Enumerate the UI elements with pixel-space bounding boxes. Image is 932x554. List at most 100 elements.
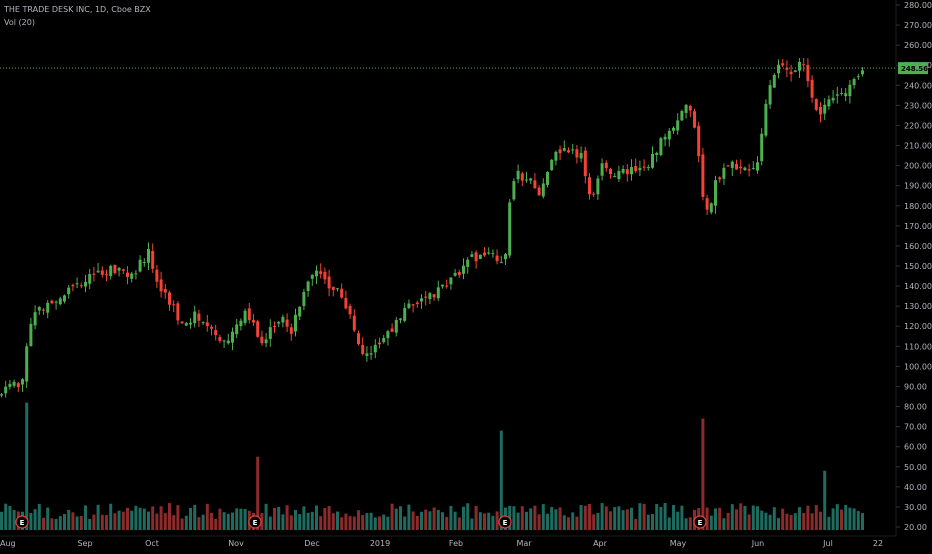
- volume-bar: [147, 511, 150, 530]
- price-tick-label: 180.00: [904, 202, 932, 211]
- volume-bar: [441, 512, 444, 530]
- volume-bar: [411, 511, 415, 530]
- candle-body: [840, 92, 843, 94]
- candle-body: [554, 151, 558, 161]
- price-tick-label: 80.00: [904, 403, 927, 412]
- candle-body: [121, 269, 125, 271]
- candle-body: [411, 304, 415, 306]
- candle-body: [466, 259, 470, 267]
- candle-body: [642, 166, 646, 168]
- volume-bar: [243, 508, 247, 530]
- volume-bar: [449, 505, 453, 530]
- candle-body: [768, 85, 772, 105]
- volume-bar: [231, 512, 234, 530]
- volume-bar: [688, 517, 692, 530]
- candle-body: [155, 269, 159, 282]
- candle-body: [743, 167, 747, 171]
- candle-body: [588, 177, 591, 195]
- candle-body: [529, 178, 533, 181]
- candle-body: [71, 284, 75, 287]
- candle-body: [214, 330, 218, 336]
- volume-bar: [499, 430, 503, 530]
- volume-bar: [533, 505, 537, 530]
- candle-body: [285, 319, 289, 327]
- volume-bar: [420, 511, 423, 530]
- volume-bar: [478, 512, 482, 530]
- symbol-title: THE TRADE DESK INC, 1D, Cboe BZX: [4, 5, 151, 14]
- candle-body: [596, 178, 600, 195]
- candle-body: [756, 162, 759, 171]
- volume-bar: [84, 505, 87, 530]
- candle-body: [600, 163, 604, 176]
- candle-body: [802, 64, 806, 66]
- candle-body: [348, 306, 352, 315]
- candle-body: [634, 166, 638, 172]
- price-tick-label: 210.00: [904, 142, 932, 151]
- volume-bar: [764, 512, 768, 530]
- candle-body: [579, 152, 583, 159]
- candle-body: [172, 304, 176, 306]
- candle-body: [176, 303, 180, 321]
- candle-body: [50, 300, 54, 304]
- candle-body: [432, 294, 436, 298]
- volume-bar: [222, 512, 226, 530]
- volume-bar: [798, 507, 801, 530]
- volume-bar: [168, 503, 171, 530]
- candle-body: [546, 172, 549, 185]
- candle-body: [75, 283, 79, 285]
- candle-body: [247, 308, 251, 321]
- volume-bar: [344, 513, 348, 530]
- price-tick-label: 160.00: [904, 242, 932, 251]
- volume-bar: [466, 503, 470, 530]
- volume-bar: [655, 503, 659, 530]
- volume-bar: [781, 508, 785, 530]
- volume-bar: [529, 508, 533, 530]
- volume-bar: [42, 517, 45, 530]
- price-tick-label: 20.00: [904, 523, 927, 532]
- candle-body: [462, 265, 465, 274]
- volume-bar: [583, 505, 587, 530]
- candle-body: [319, 271, 323, 275]
- volume-bar: [609, 511, 612, 530]
- volume-bar: [785, 513, 789, 530]
- candle-body: [218, 337, 222, 342]
- earnings-marker-icon: [693, 515, 707, 529]
- volume-bar: [638, 503, 642, 530]
- volume-bar: [445, 516, 449, 530]
- candle-body: [718, 177, 722, 180]
- time-axis-label: Dec: [304, 539, 319, 548]
- candle-body: [613, 176, 617, 178]
- candle-body: [382, 338, 386, 343]
- volume-bar: [239, 508, 243, 530]
- candle-body: [592, 193, 596, 195]
- volume-bar: [726, 512, 730, 530]
- volume-bar: [25, 402, 29, 530]
- volume-bar: [357, 510, 360, 530]
- candle-body: [168, 292, 171, 305]
- candle-body: [8, 383, 12, 387]
- volume-bar: [714, 508, 717, 530]
- candle-body: [491, 253, 495, 255]
- volume-bar: [814, 505, 818, 530]
- candle-body: [684, 104, 688, 113]
- volume-bar: [604, 506, 608, 530]
- candle-body: [298, 306, 302, 317]
- volume-bar: [613, 507, 617, 530]
- price-tick-label: 130.00: [904, 302, 932, 311]
- candle-body: [604, 162, 608, 169]
- volume-bar: [340, 517, 344, 530]
- candle-body: [331, 286, 335, 290]
- candle-body: [487, 252, 491, 254]
- candle-body: [403, 307, 407, 321]
- volume-bar: [373, 517, 377, 530]
- candle-body: [625, 169, 629, 175]
- volume-bar: [684, 518, 688, 530]
- candle-body: [336, 288, 339, 290]
- volume-bar: [100, 514, 104, 530]
- volume-bar: [369, 512, 373, 530]
- candle-body: [558, 149, 562, 154]
- candle-body: [147, 248, 150, 263]
- volume-bar: [424, 509, 428, 530]
